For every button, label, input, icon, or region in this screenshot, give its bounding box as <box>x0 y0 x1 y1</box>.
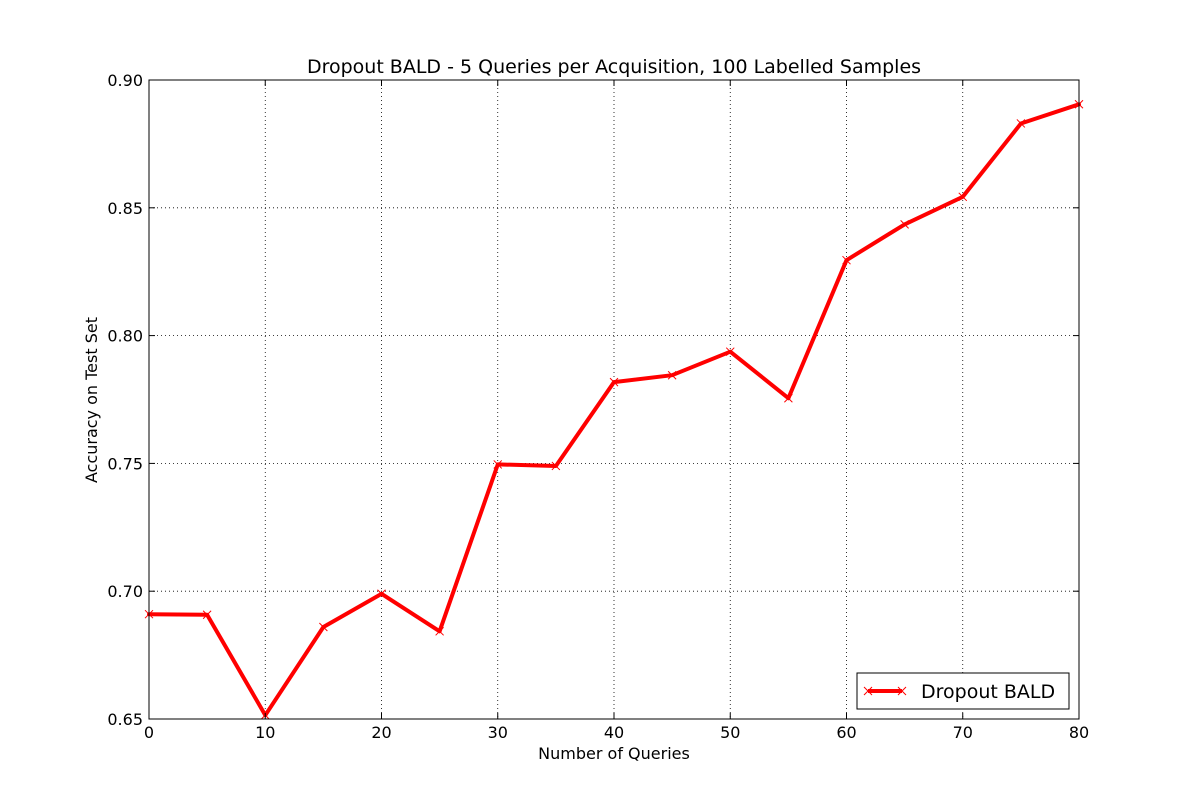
data-point-marker <box>958 192 968 202</box>
y-tick-label: 0.80 <box>107 327 143 346</box>
x-tick-label: 80 <box>1069 723 1089 742</box>
legend-label: Dropout BALD <box>921 681 1055 703</box>
data-point-marker <box>493 460 503 469</box>
data-point-marker <box>900 220 909 229</box>
x-tick-label: 40 <box>604 723 624 742</box>
x-tick-label: 70 <box>953 723 973 742</box>
x-tick-label: 0 <box>144 723 154 742</box>
data-point-marker <box>725 347 735 357</box>
legend-marker-x <box>897 686 907 696</box>
data-point-marker <box>842 255 851 265</box>
legend: Dropout BALD <box>856 672 1070 710</box>
data-point-marker <box>319 622 328 632</box>
data-point-marker <box>202 610 212 620</box>
data-point-marker <box>1016 119 1026 128</box>
data-point-marker <box>435 626 444 636</box>
x-tick-label: 30 <box>488 723 508 742</box>
y-axis-label: Accuracy on Test Set <box>82 317 101 483</box>
chart-title: Dropout BALD - 5 Queries per Acquisition… <box>307 56 921 78</box>
data-point-marker <box>667 370 677 380</box>
series-layer <box>144 99 1084 720</box>
y-tick-label: 0.70 <box>107 582 143 601</box>
data-point-marker <box>609 377 619 387</box>
ticks: 0 10 20 30 40 50 60 70 80 0.65 0.70 0.75 0.80 0.85 0.9… <box>107 71 1089 742</box>
legend-marker-x <box>863 686 873 696</box>
x-tick-label: 50 <box>720 723 740 742</box>
data-point-marker <box>377 589 386 599</box>
y-tick-label: 0.85 <box>107 199 143 218</box>
y-tick-label: 0.65 <box>107 710 143 729</box>
legend-marker-swatch <box>863 686 907 696</box>
x-tick-label: 10 <box>255 723 275 742</box>
x-tick-label: 20 <box>371 723 391 742</box>
data-point-marker <box>784 393 793 403</box>
y-tick-label: 0.90 <box>107 71 143 90</box>
data-point-marker <box>551 461 561 471</box>
x-tick-label: 60 <box>836 723 856 742</box>
x-axis-label: Number of Queries <box>538 744 690 763</box>
y-tick-label: 0.75 <box>107 454 143 473</box>
